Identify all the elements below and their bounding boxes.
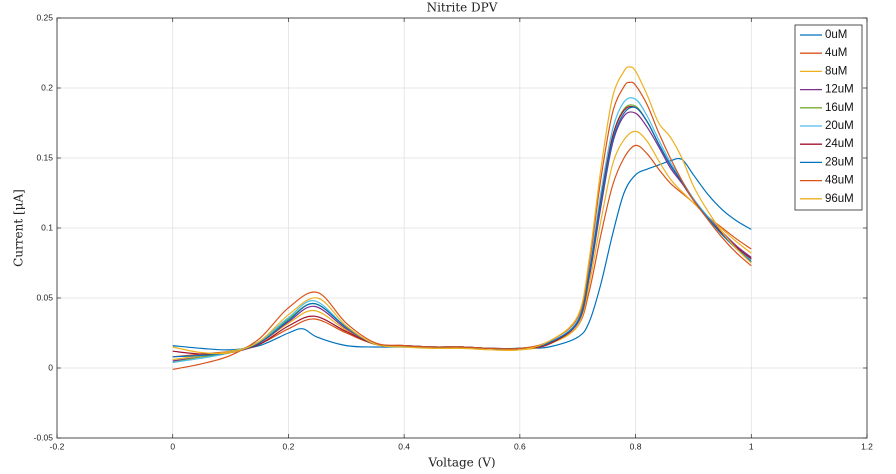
- y-tick-label: 0.15: [36, 152, 53, 162]
- y-tick-label: 0: [48, 362, 53, 372]
- legend-label: 16uM: [825, 102, 854, 114]
- grid: [56, 17, 868, 439]
- legend-label: 28uM: [825, 156, 854, 168]
- y-tick-label: 0.25: [36, 12, 53, 22]
- x-tick-label: 0.8: [630, 441, 642, 451]
- legend-label: 24uM: [825, 138, 854, 150]
- series-line-96um: [172, 66, 752, 355]
- x-tick-label: 1: [749, 441, 754, 451]
- x-tick-label: 1.2: [861, 441, 873, 451]
- series-line-8um: [172, 130, 752, 361]
- y-axis-title: Current [μA]: [12, 189, 26, 267]
- legend-label: 12uM: [825, 84, 854, 96]
- legend-label: 20uM: [825, 120, 854, 132]
- legend-label: 8uM: [825, 65, 847, 77]
- y-tick-label: -0.05: [34, 432, 54, 442]
- chart-title: Nitrite DPV: [427, 1, 498, 15]
- series-group: [172, 66, 752, 370]
- legend-label: 48uM: [825, 175, 854, 187]
- legend-box: [794, 24, 863, 211]
- axis-ticks: -0.2 0 0.2 0.4 0.6 0.8 1 1.2 -0.05 0 0.05 0.1 0.15 0.…: [34, 12, 874, 451]
- x-tick-label: 0.4: [398, 441, 410, 451]
- x-tick-label: 0: [170, 441, 175, 451]
- x-axis-title: Voltage (V): [427, 456, 495, 470]
- legend-label: 4uM: [825, 47, 847, 59]
- y-tick-label: 0.1: [41, 222, 53, 232]
- legend-label: 96uM: [825, 193, 854, 205]
- legend: 0uM 4uM 8uM 12uM 16uM 20uM 24uM 28uM 48uM 96uM: [794, 24, 863, 211]
- y-tick-label: 0.2: [41, 82, 53, 92]
- x-tick-label: 0.2: [283, 441, 295, 451]
- legend-label: 0uM: [825, 29, 847, 41]
- y-tick-label: 0.05: [36, 292, 53, 302]
- x-tick-label: 0.6: [514, 441, 526, 451]
- x-tick-label: -0.2: [50, 441, 65, 451]
